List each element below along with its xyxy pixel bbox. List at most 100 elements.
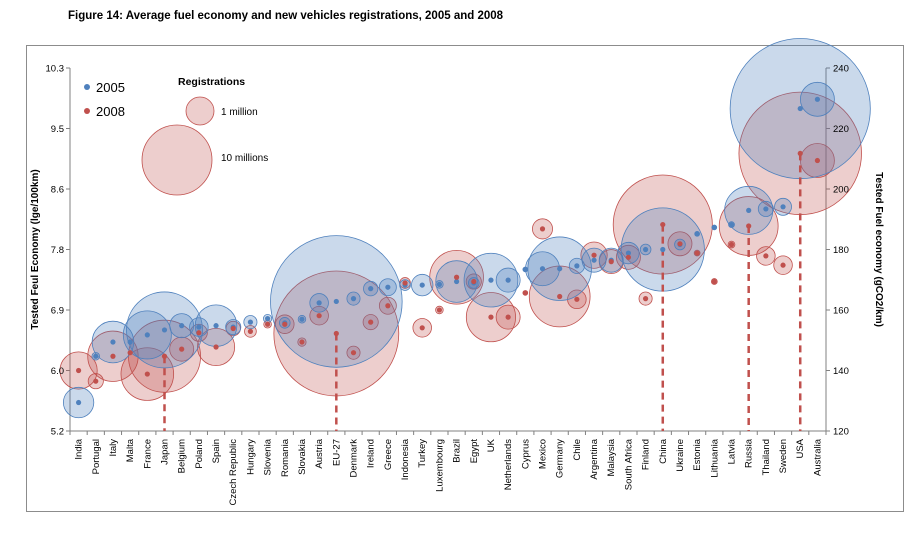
category-label: Italy [108,439,119,457]
legend-marker-2005 [84,84,90,90]
category-label: South Africa [623,438,634,490]
category-label: Slovenia [263,438,274,475]
point-2005 [642,246,649,253]
category-label: Ukraine [675,439,686,472]
y-tick-label: 10.3 [46,64,65,75]
legend-label-2005: 2005 [96,80,125,95]
point-2005 [144,332,150,338]
point-2005 [522,266,528,273]
point-2008 [333,330,339,337]
point-2008 [780,262,786,268]
category-label: Ireland [366,439,377,468]
point-2005 [333,298,339,305]
point-2005 [419,282,425,288]
point-2008 [93,378,99,384]
category-label: Egypt [469,439,480,464]
point-2008 [264,321,271,327]
point-2008 [247,328,254,334]
legend-label-2008: 2008 [96,104,125,119]
point-2008 [746,223,752,229]
category-label: Turkey [417,439,428,468]
category-label: Argentina [589,438,600,479]
y2-tick-label: 160 [833,306,849,317]
point-2005 [728,221,735,228]
legend-size-1m-label: 1 million [221,107,258,118]
y-tick-label: 8.6 [51,185,64,196]
point-2008 [557,293,563,300]
category-label: Czech Republic [228,439,239,506]
point-2008 [110,353,116,359]
point-2005 [780,204,786,210]
point-2008 [144,371,150,377]
y2-tick-label: 140 [833,366,849,377]
category-label: Estonia [692,438,703,470]
point-2005 [660,246,666,253]
point-2008 [797,150,803,157]
point-2008 [213,344,219,350]
point-2008 [814,157,821,164]
dots-layer [75,96,821,406]
category-label: USA [795,438,806,458]
point-2008 [608,259,614,265]
category-label: Malta [125,438,136,462]
category-label: Russia [744,438,755,468]
point-2005 [711,224,717,231]
point-2008 [574,296,580,302]
point-2008 [75,367,82,374]
category-label: Denmark [349,439,360,478]
figure-title: Figure 14: Average fuel economy and new … [68,10,504,22]
y-tick-label: 9.5 [51,124,64,135]
y-tick-label: 6.9 [51,306,64,317]
legend-registrations-title: Registrations [178,76,245,88]
point-2008 [763,253,769,259]
category-label: India [74,438,85,459]
point-2005 [436,281,443,287]
point-2005 [814,96,821,102]
point-2005 [625,250,632,256]
category-label: EU-27 [331,439,342,466]
point-2008 [522,290,528,296]
y2-tick-label: 200 [833,185,849,196]
point-2008 [728,241,735,248]
point-2008 [625,254,632,260]
axes-layer [66,67,830,435]
point-2008 [488,314,494,320]
y-tick-label: 6.0 [51,366,64,377]
point-2005 [591,257,597,263]
legend: 2005 2008 Registrations 1 million 10 million… [84,76,268,196]
category-label: Luxembourg [434,439,445,492]
point-2005 [797,105,803,112]
chart-frame [26,45,904,512]
category-label: Latvia [727,438,738,464]
point-2008 [471,278,477,285]
category-label: Mexico [538,439,549,469]
point-2005 [316,300,322,306]
point-2005 [75,399,82,406]
point-2005 [539,266,546,272]
y2-tick-label: 180 [833,245,849,256]
point-2005 [350,296,357,302]
y-tick-label: 5.2 [51,427,64,438]
point-2005 [505,277,511,283]
category-label: Sweden [778,439,789,473]
category-label: Hungary [245,439,256,475]
dashed-drop-layer [163,153,802,431]
point-2008 [230,325,236,332]
category-label: Cyprus [520,439,531,469]
point-2005 [368,286,374,292]
category-label: Japan [160,439,171,465]
legend-size-1m [185,96,215,126]
point-2005 [93,353,99,359]
point-2005 [213,323,219,329]
category-label: Chile [572,439,583,461]
category-label: Malaysia [606,438,617,476]
category-label: Spain [211,439,222,463]
category-label: Lithuania [709,438,720,477]
point-2005 [247,319,254,325]
point-2008 [539,226,546,232]
category-label: Romania [280,438,291,477]
legend-size-10m [141,124,213,196]
point-2008 [127,350,133,356]
y2-tick-label: 120 [833,427,849,438]
